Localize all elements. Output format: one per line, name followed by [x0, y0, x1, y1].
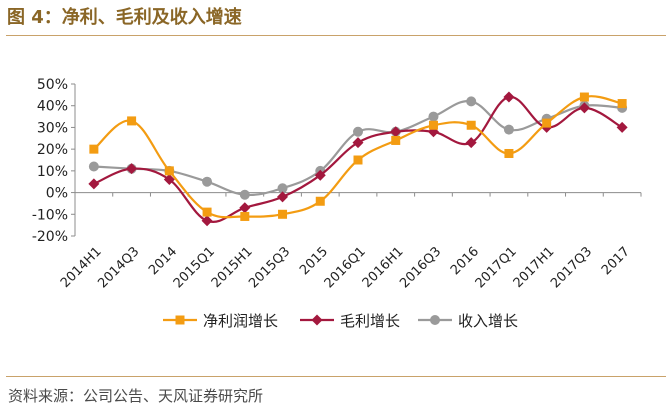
data-point: [277, 183, 288, 194]
data-point: [315, 196, 325, 206]
figure-title: 图 4：净利、毛利及收入增速: [7, 7, 242, 28]
data-point: [240, 211, 250, 221]
title-divider: [6, 35, 666, 36]
legend-item: 毛利增长: [300, 312, 400, 330]
data-point: [89, 144, 99, 154]
x-tick-label: 2015: [297, 244, 331, 278]
data-point: [466, 120, 476, 130]
y-tick-label: 40%: [37, 99, 68, 115]
x-tick-label: 2014Q3: [95, 244, 142, 291]
x-tick-label: 2016Q3: [397, 244, 444, 291]
y-tick-label: -20%: [32, 229, 68, 245]
legend-marker: [175, 315, 185, 325]
data-point: [127, 116, 137, 126]
data-point: [503, 91, 515, 103]
source-divider: [6, 376, 666, 377]
data-point: [201, 215, 213, 227]
data-point: [202, 207, 212, 217]
y-tick-label: 30%: [37, 120, 68, 136]
legend-label: 净利润增长: [203, 312, 278, 330]
data-point: [578, 102, 590, 114]
x-tick-label: 2016: [448, 244, 482, 278]
data-point: [88, 178, 100, 190]
y-tick-label: -10%: [32, 207, 68, 223]
data-point: [239, 189, 250, 200]
x-tick-label: 2015Q1: [171, 244, 218, 291]
data-point: [278, 209, 288, 219]
y-tick-label: 0%: [46, 186, 68, 202]
data-point: [503, 124, 514, 135]
x-tick-label: 2015Q3: [246, 244, 293, 291]
data-point: [465, 137, 477, 149]
data-point: [202, 176, 213, 187]
legend-label: 收入增长: [458, 312, 518, 330]
series-square: [89, 92, 627, 221]
data-point: [428, 120, 438, 130]
data-point: [390, 126, 402, 138]
legend-marker: [311, 314, 323, 326]
data-point: [239, 202, 251, 214]
data-point: [427, 126, 439, 138]
data-point: [163, 174, 175, 186]
data-point: [352, 137, 364, 149]
y-tick-label: 10%: [37, 164, 68, 180]
x-tick-label: 2014: [146, 244, 180, 278]
data-point: [314, 169, 326, 181]
data-point: [164, 166, 174, 176]
data-point: [579, 92, 589, 102]
data-point: [428, 111, 439, 122]
series-diamond: [88, 91, 628, 227]
data-point: [504, 148, 514, 158]
data-point: [353, 126, 363, 137]
x-tick-label: 2017: [599, 244, 633, 278]
x-tick-label: 2017Q3: [548, 244, 595, 291]
legend-item: 净利润增长: [163, 312, 278, 330]
y-tick-label: 50%: [37, 77, 68, 93]
legend-item: 收入增长: [418, 312, 518, 330]
y-tick-label: 20%: [37, 142, 68, 158]
legend-label: 毛利增长: [340, 312, 400, 330]
data-point: [391, 135, 401, 145]
data-point: [542, 118, 552, 128]
data-point: [277, 191, 289, 203]
data-point: [88, 161, 99, 172]
legend-marker: [430, 315, 440, 325]
data-point: [616, 121, 628, 133]
x-tick-label: 2016Q1: [322, 244, 369, 291]
source-note: 资料来源：公司公告、天风证券研究所: [8, 387, 264, 405]
data-point: [353, 155, 363, 165]
data-point: [466, 96, 477, 107]
x-tick-label: 2017Q1: [473, 244, 520, 291]
data-point: [617, 99, 627, 109]
data-point: [126, 163, 138, 175]
